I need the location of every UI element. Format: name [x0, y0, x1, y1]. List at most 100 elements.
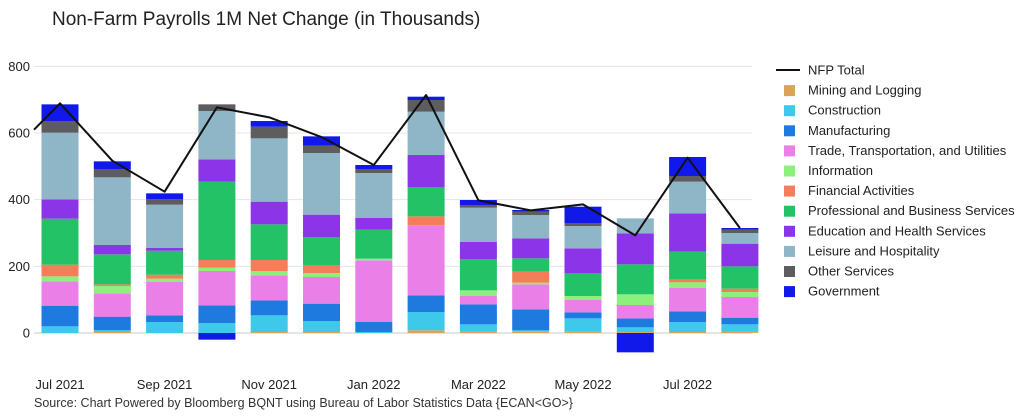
x-tick-label: May 2022 — [554, 377, 611, 392]
bar-segment — [303, 265, 340, 274]
bar-segment — [198, 333, 236, 340]
x-tick-label: Jul 2021 — [35, 377, 84, 392]
bar-segment — [198, 159, 236, 182]
bar-segment — [669, 251, 707, 280]
bar-segment — [616, 332, 654, 333]
bar-segment — [41, 218, 79, 265]
bar-segment — [198, 305, 236, 324]
bar-segment — [93, 284, 131, 287]
bar-segment — [721, 243, 759, 267]
bar-segment — [93, 177, 131, 246]
legend-swatch — [784, 286, 795, 298]
bar-segment — [669, 176, 707, 182]
bar-segment — [669, 311, 707, 323]
y-tick-label: 0 — [23, 326, 30, 341]
bar-segment — [146, 282, 184, 316]
bar-segment — [303, 237, 340, 266]
legend-swatch — [784, 125, 795, 137]
bar-segment — [459, 304, 497, 325]
bar-segment — [303, 136, 340, 146]
bar-segment — [355, 229, 393, 259]
bars — [41, 96, 759, 353]
bar-segment — [303, 332, 340, 333]
legend-swatch — [784, 85, 795, 97]
bar-segment — [198, 323, 236, 333]
nfp-total-line — [33, 94, 741, 237]
bar-segment — [459, 331, 497, 333]
bar-segment — [250, 332, 288, 333]
bar-segment — [407, 155, 445, 188]
bar-segment — [250, 126, 288, 139]
bar-segment — [512, 271, 550, 283]
axes: 0 200 400 600 800 Jul 2021 Sep 2021 Nov 2021 Jan… — [8, 59, 712, 392]
y-tick-label: 800 — [8, 59, 30, 74]
bar-segment — [512, 215, 550, 239]
x-tick-label: Nov 2021 — [241, 377, 297, 392]
bar-segment — [459, 242, 497, 260]
legend-label: Manufacturing — [808, 123, 890, 138]
bar-segment — [41, 276, 79, 282]
bar-segment — [407, 225, 445, 296]
bar-segment — [407, 100, 445, 112]
bar-segment — [564, 248, 602, 274]
bar-segment — [564, 223, 602, 227]
bar-segment — [512, 331, 550, 333]
bar-segment — [355, 322, 393, 333]
bar-segment — [41, 132, 79, 200]
bar-segment — [146, 315, 184, 323]
legend-label: Construction — [808, 103, 881, 118]
bar-segment — [512, 238, 550, 259]
source-note: Source: Chart Powered by Bloomberg BQNT … — [34, 396, 573, 410]
y-tick-label: 200 — [8, 259, 30, 274]
bar-segment — [459, 259, 497, 291]
legend-swatch — [784, 266, 795, 277]
legend-swatch — [784, 205, 795, 217]
bar-segment — [459, 200, 497, 206]
bar-segment — [250, 224, 288, 261]
bar-segment — [564, 312, 602, 319]
y-tick-label: 600 — [8, 126, 30, 141]
x-tick-label: Jan 2022 — [347, 377, 401, 392]
bar-segment — [616, 333, 654, 353]
bar-segment — [250, 275, 288, 301]
bar-segment — [669, 279, 707, 283]
bar-segment — [303, 214, 340, 238]
legend-label: Information — [808, 163, 873, 178]
bar-segment — [303, 321, 340, 333]
bar-segment — [41, 199, 79, 219]
bar-segment — [355, 332, 393, 333]
bar-segment — [459, 290, 497, 297]
bar-segment — [355, 173, 393, 219]
bar-segment — [564, 331, 602, 333]
bar-segment — [459, 296, 497, 305]
legend-label: Leisure and Hospitality — [808, 243, 940, 258]
bar-segment — [721, 228, 759, 230]
bar-segment — [146, 250, 184, 275]
bar-segment — [250, 138, 288, 202]
legend-label: Financial Activities — [808, 183, 915, 198]
bar-segment — [616, 218, 654, 234]
bar-segment — [407, 216, 445, 226]
bar-segment — [146, 278, 184, 283]
bar-segment — [616, 305, 654, 319]
bar-segment — [512, 282, 550, 285]
legend-swatch — [784, 185, 795, 197]
bar-segment — [355, 165, 393, 170]
bar-segment — [303, 277, 340, 304]
bar-segment — [41, 305, 79, 327]
chart-title: Non-Farm Payrolls 1M Net Change (in Thou… — [52, 9, 481, 30]
bar-segment — [721, 229, 759, 234]
bar-segment — [93, 293, 131, 317]
bar-segment — [669, 332, 707, 333]
bar-segment — [616, 294, 654, 306]
bar-segment — [93, 169, 131, 178]
bar-segment — [669, 322, 707, 333]
bar-segment — [512, 309, 550, 331]
bar-segment — [564, 273, 602, 297]
bar-segment — [146, 274, 184, 279]
legend-swatch — [784, 245, 795, 257]
bar-segment — [250, 201, 288, 225]
bar-segment — [355, 260, 393, 323]
legend-swatch — [784, 105, 795, 117]
